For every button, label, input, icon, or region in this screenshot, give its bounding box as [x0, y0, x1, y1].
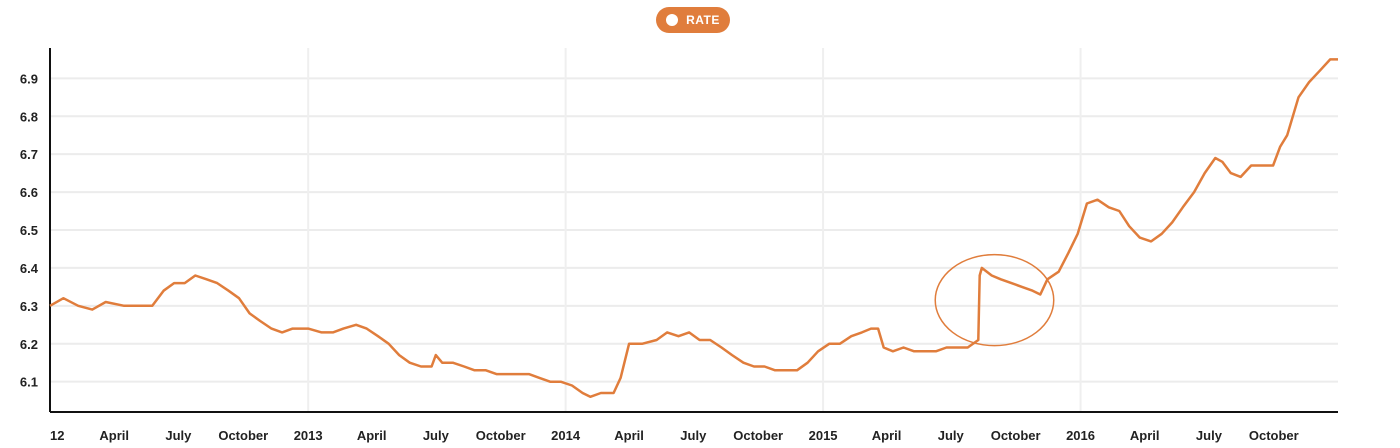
x-tick-label: 2015 — [809, 428, 838, 443]
x-tick-label: October — [1249, 428, 1299, 443]
x-tick-label: October — [733, 428, 783, 443]
x-axis-labels: 12 April July October 2013 April July October 20… — [50, 428, 1299, 443]
legend-dot-icon — [666, 14, 679, 26]
x-tick-label: July — [1196, 428, 1223, 443]
x-tick-label: July — [938, 428, 965, 443]
series-line-rate — [49, 58, 1338, 399]
x-tick-label: October — [991, 428, 1041, 443]
x-tick-label: 12 — [50, 428, 64, 443]
axes — [49, 48, 1338, 413]
x-tick-label: April — [357, 428, 387, 443]
x-tick-label: April — [614, 428, 644, 443]
y-tick-label: 6.8 — [20, 109, 38, 124]
x-tick-label: 2016 — [1066, 428, 1095, 443]
x-tick-label: April — [99, 428, 129, 443]
x-tick-label: 2013 — [294, 428, 323, 443]
series-group — [49, 58, 1338, 399]
y-tick-label: 6.6 — [20, 185, 38, 200]
y-axis-labels: 6.1 6.2 6.3 6.4 6.5 6.6 6.7 6.8 6.9 — [20, 71, 39, 389]
y-tick-label: 6.3 — [20, 299, 38, 314]
y-tick-label: 6.5 — [20, 223, 38, 238]
x-tick-label: April — [872, 428, 902, 443]
y-tick-label: 6.4 — [20, 261, 39, 276]
x-tick-label: July — [680, 428, 707, 443]
x-tick-label: July — [423, 428, 450, 443]
grid — [50, 48, 1338, 412]
x-tick-label: October — [476, 428, 526, 443]
y-tick-label: 6.7 — [20, 147, 38, 162]
annotations — [934, 253, 1055, 347]
legend-label: RATE — [686, 13, 720, 27]
y-tick-label: 6.9 — [20, 71, 38, 86]
x-tick-label: 2014 — [551, 428, 581, 443]
legend-rate-toggle[interactable]: RATE — [656, 7, 730, 33]
y-tick-label: 6.2 — [20, 337, 38, 352]
x-tick-label: April — [1130, 428, 1160, 443]
x-tick-label: October — [218, 428, 268, 443]
y-tick-label: 6.1 — [20, 375, 38, 390]
x-tick-label: July — [165, 428, 192, 443]
highlight-ellipse — [934, 253, 1055, 347]
